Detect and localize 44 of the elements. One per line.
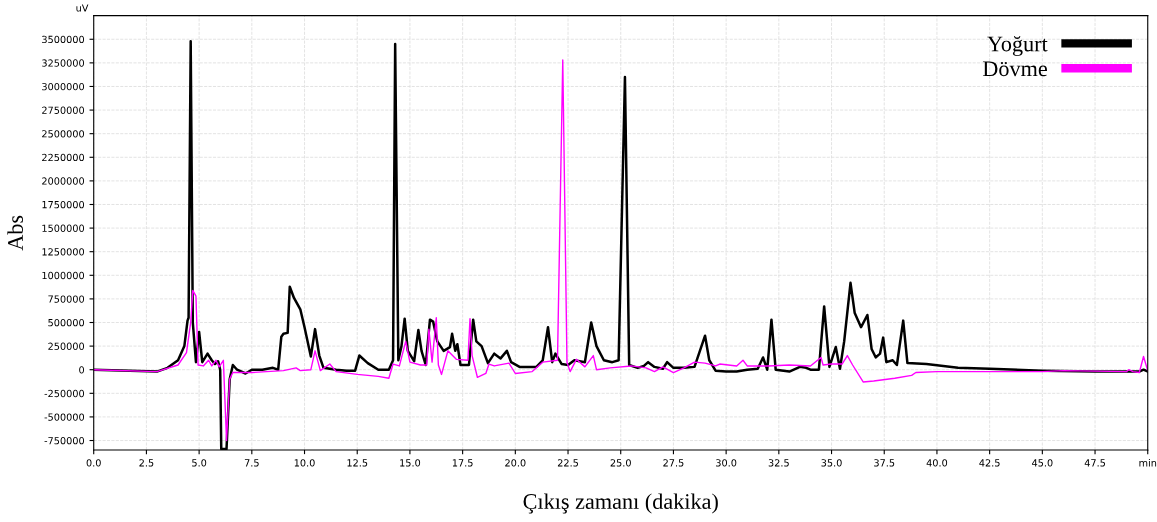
- y-tick-label: 3500000: [42, 35, 85, 44]
- y-tick-label: -500000: [44, 413, 85, 421]
- y-tick-label: 250000: [48, 342, 85, 350]
- x-tick-label: 17.5: [452, 459, 473, 467]
- x-tick-label: 47.5: [1084, 459, 1106, 467]
- x-tick-label: 10.0: [294, 459, 315, 467]
- x-tick-label: 42.5: [979, 459, 1000, 467]
- x-tick-label: 32.5: [768, 459, 789, 467]
- legend-label: Yoğurt: [987, 36, 1048, 57]
- y-tick-label: 750000: [48, 295, 85, 303]
- x-tick-label: 15.0: [400, 459, 421, 467]
- x-tick-label: 25.0: [610, 459, 631, 467]
- y-tick-label: -750000: [44, 437, 85, 445]
- y-tick-label: 3250000: [42, 59, 85, 67]
- y-tick-label: 1750000: [42, 200, 85, 209]
- y-tick-label: 1500000: [42, 224, 85, 232]
- x-tick-label: 2.5: [139, 459, 154, 467]
- x-tick-label: 27.5: [663, 459, 684, 467]
- x-tick-label: 7.5: [244, 459, 259, 467]
- x-tick-label: 5.0: [192, 459, 207, 467]
- text: uV: [76, 4, 89, 12]
- x-tick-label: 22.5: [557, 459, 578, 467]
- y-tick-label: -250000: [44, 389, 85, 398]
- y-tick-label: 2750000: [42, 106, 85, 114]
- x-tick-label: 12.5: [347, 459, 368, 467]
- y-tick-label: 3000000: [42, 82, 85, 91]
- x-tick-label: 0.0: [86, 459, 101, 467]
- x-tick-label: 40.0: [926, 459, 948, 467]
- y-tick-label: 1250000: [42, 248, 85, 256]
- y-tick-label: 0: [79, 366, 85, 374]
- y-tick-label: 500000: [48, 318, 85, 327]
- y-tick-label: 2000000: [42, 177, 85, 185]
- x-tick-label: 35.0: [821, 459, 842, 467]
- y-tick-label: 2250000: [42, 153, 85, 162]
- x-tick-label: min: [1139, 458, 1157, 467]
- legend-label: Dövme: [982, 61, 1047, 77]
- x-tick-label: 30.0: [716, 459, 737, 467]
- x-tick-label: 37.5: [874, 459, 895, 467]
- x-tick-label: 20.0: [505, 459, 526, 467]
- y-tick-label: 2500000: [42, 130, 85, 138]
- x-axis-title: Çıkış zamanı (dakika): [523, 493, 718, 514]
- x-tick-label: 45.0: [1031, 459, 1053, 467]
- y-axis-title: Abs: [7, 215, 23, 251]
- y-tick-label: 1000000: [42, 271, 85, 280]
